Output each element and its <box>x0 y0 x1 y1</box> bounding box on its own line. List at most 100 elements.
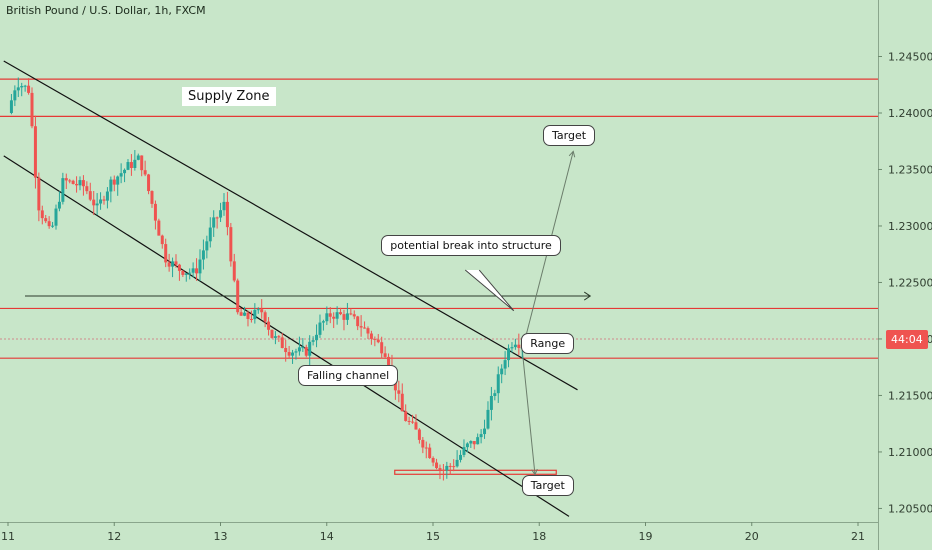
candle-body <box>315 334 319 341</box>
candle-body <box>16 87 20 91</box>
channel-lower-line <box>3 155 570 517</box>
candle-body <box>383 353 387 357</box>
candle-body <box>260 309 264 313</box>
candle-body <box>174 261 178 265</box>
candle-body <box>150 191 154 204</box>
candle-body <box>280 337 284 349</box>
candle-body <box>428 447 432 458</box>
candle-body <box>147 174 151 192</box>
candle-body <box>215 217 219 219</box>
y-tick-label: 1.20500 <box>888 502 932 515</box>
candle-body <box>510 347 514 349</box>
candle-body <box>366 328 370 334</box>
candle-body <box>517 344 521 348</box>
candle-body <box>171 261 175 267</box>
candle-body <box>263 312 267 322</box>
candle-body <box>54 208 58 226</box>
candle-body <box>157 220 161 236</box>
candle-body <box>294 351 298 353</box>
candle-body <box>328 313 332 317</box>
candle-body <box>37 177 41 211</box>
candle-body <box>441 469 445 471</box>
candle-body <box>78 180 82 186</box>
candle-body <box>253 309 257 320</box>
candle-body <box>301 347 305 349</box>
candle-body <box>363 327 367 329</box>
x-tick-label: 19 <box>639 530 653 543</box>
candle-body <box>188 272 192 274</box>
candle-body <box>397 390 401 394</box>
candle-body <box>503 360 507 369</box>
candle-body <box>184 273 188 275</box>
candle-body <box>287 352 291 356</box>
candle-body <box>85 186 89 192</box>
candle-body <box>435 462 439 469</box>
symbol-title: British Pound / U.S. Dollar, 1h, FXCM <box>6 4 206 17</box>
candle-body <box>342 314 346 320</box>
candle-body <box>387 356 391 366</box>
candle-body <box>9 100 13 113</box>
candle-body <box>112 179 116 185</box>
candle-body <box>489 395 493 410</box>
candle-body <box>246 312 250 319</box>
candle-body <box>500 368 504 375</box>
candle-body <box>164 244 168 263</box>
candle-body <box>476 437 480 445</box>
candle-body <box>424 447 428 449</box>
projection-arrowhead <box>583 291 592 301</box>
candle-body <box>123 169 127 174</box>
candle-body <box>335 312 339 319</box>
candle-body <box>332 316 336 319</box>
candle-body <box>321 321 325 323</box>
target-zone-box <box>394 469 557 475</box>
candle-body <box>44 218 48 222</box>
candle-body <box>160 235 164 245</box>
y-tick-label: 1.23000 <box>888 220 932 233</box>
channel-upper-line <box>3 60 578 391</box>
candle-body <box>92 199 96 206</box>
candle-body <box>356 316 360 327</box>
candle-body <box>483 428 487 435</box>
y-tick-label: 1.23500 <box>888 163 932 176</box>
candle-body <box>249 318 253 320</box>
candle-body <box>469 441 473 444</box>
candle-body <box>273 336 277 338</box>
x-tick-label: 20 <box>745 530 759 543</box>
candle-body <box>181 270 185 275</box>
candle-body <box>493 393 497 396</box>
candle-body <box>99 199 103 204</box>
candle-body <box>369 333 373 339</box>
annotation-potential-break-into-structure: potential break into structure <box>381 234 561 256</box>
annotation-falling-channel: Falling channel <box>298 364 399 386</box>
candle-body <box>201 250 205 260</box>
x-tick-label: 18 <box>532 530 546 543</box>
candle-body <box>448 465 452 467</box>
candle-body <box>373 338 377 340</box>
candle-body <box>407 420 411 422</box>
candle-body <box>222 201 226 211</box>
candle-body <box>349 313 353 315</box>
candle-body <box>61 178 65 202</box>
y-tick-label: 1.22500 <box>888 276 932 289</box>
x-tick-label: 12 <box>107 530 121 543</box>
candle-body <box>459 454 463 460</box>
y-tick-label: 1.21000 <box>888 446 932 459</box>
x-tick-label: 15 <box>426 530 440 543</box>
candle-body <box>116 176 120 185</box>
candle-body <box>417 429 421 440</box>
candle-body <box>71 180 75 184</box>
candle-body <box>105 191 109 201</box>
candle-body <box>136 155 140 160</box>
candle-body <box>284 348 288 353</box>
candle-body <box>472 441 476 445</box>
candle-body <box>308 341 312 356</box>
target-down-arrow-head <box>531 468 538 476</box>
candle-body <box>507 348 511 361</box>
candle-body <box>513 344 517 348</box>
candle-body <box>212 217 216 228</box>
candle-body <box>256 309 260 311</box>
candle-body <box>297 347 301 352</box>
